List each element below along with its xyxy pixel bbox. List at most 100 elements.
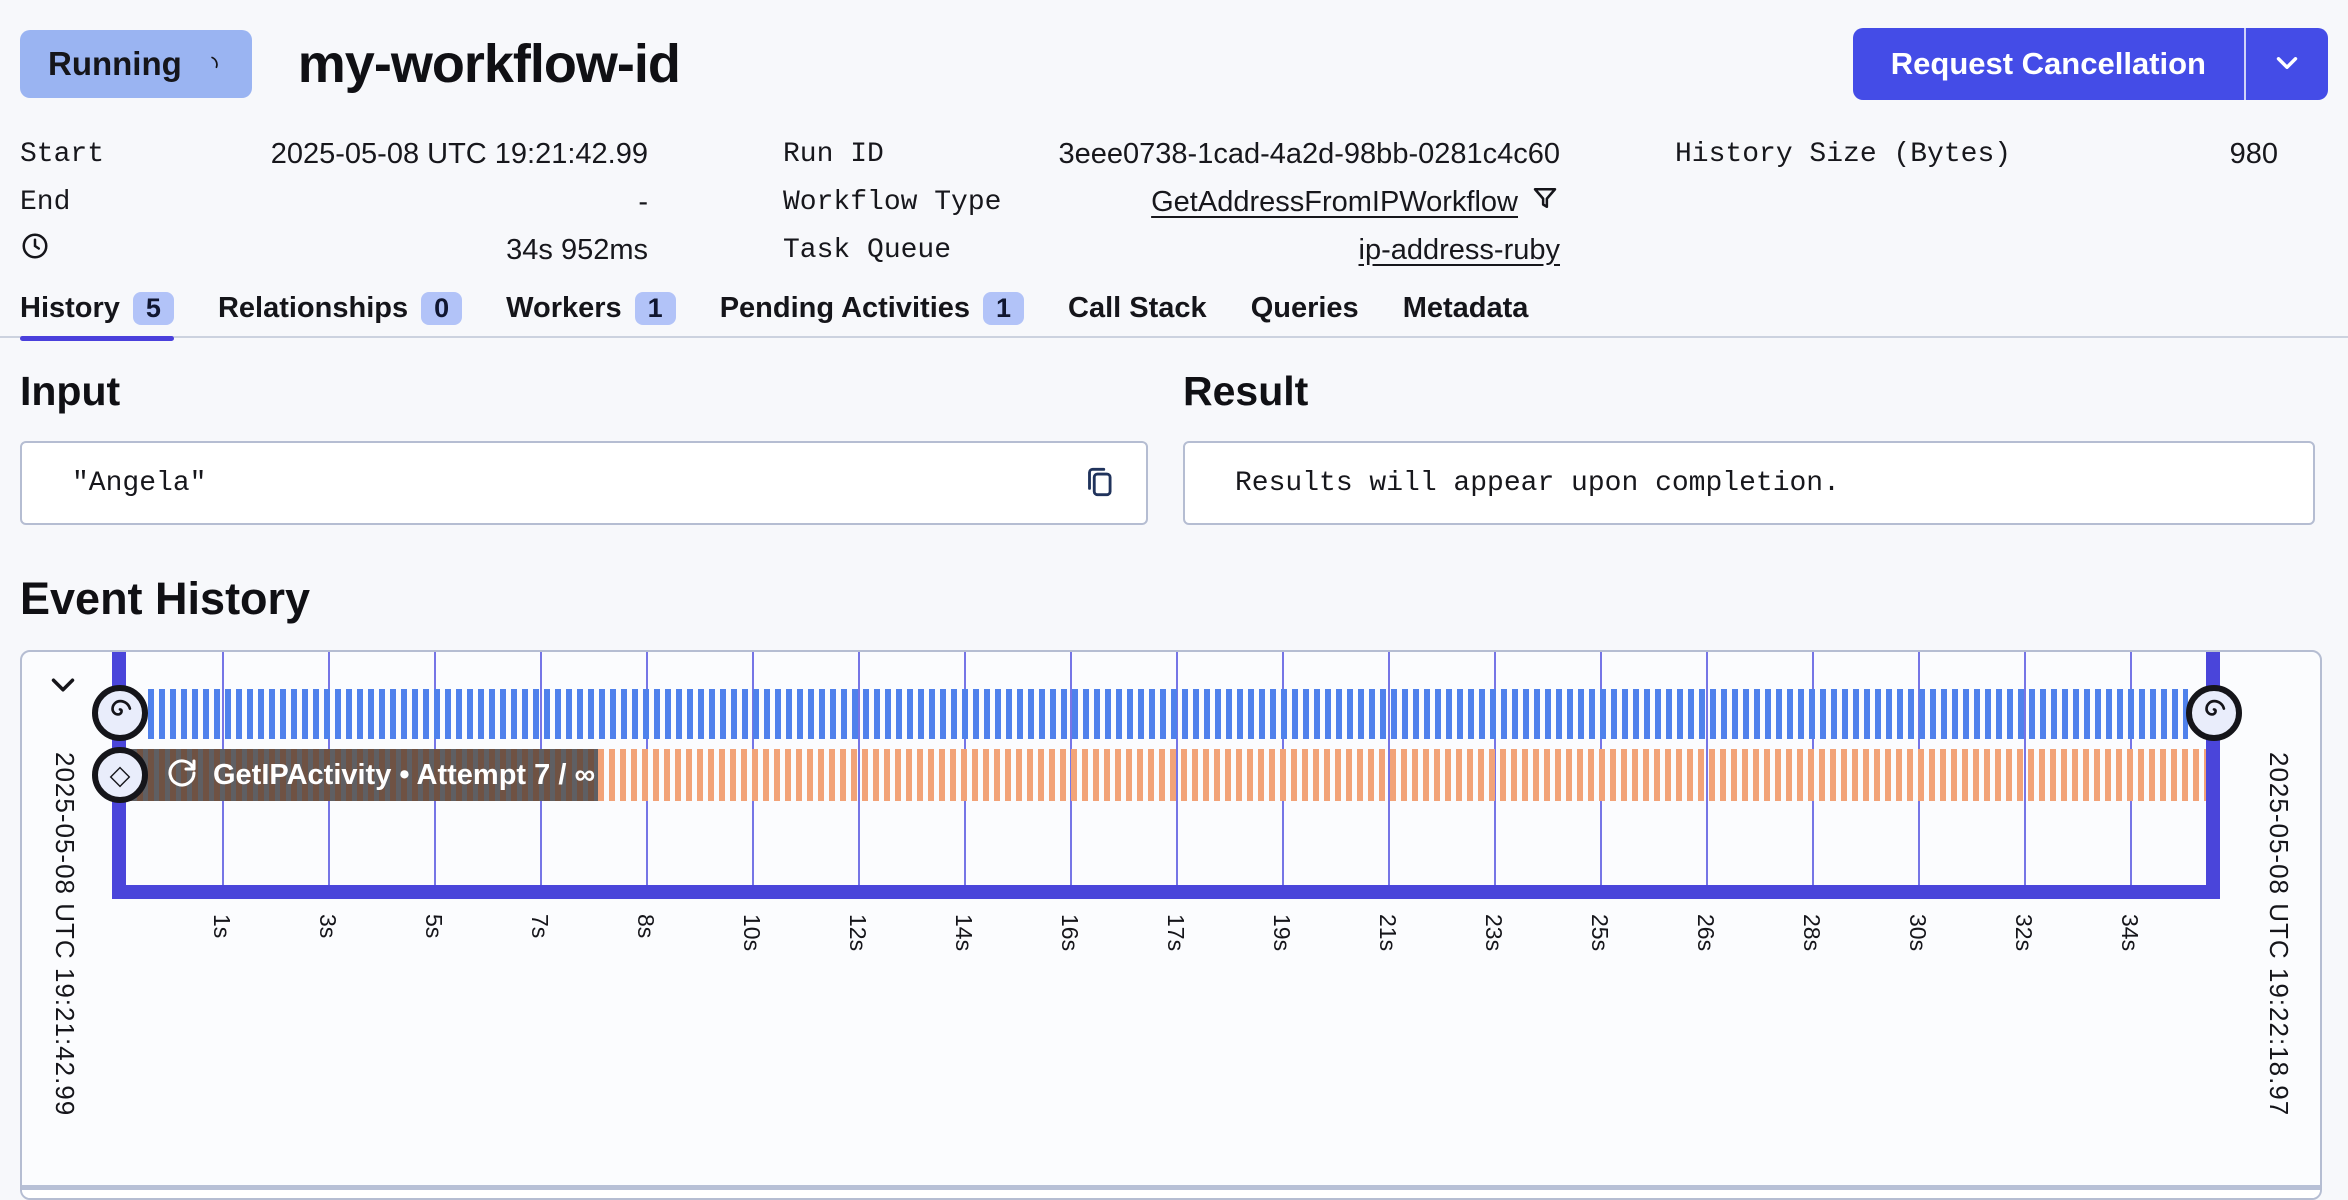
start-row: Start 2025-05-08 UTC 19:21:42.99 [20,130,648,178]
result-box: Results will appear upon completion. [1183,441,2315,525]
timeline-tick-label: 3s [315,914,341,939]
task-queue-link[interactable]: ip-address-ruby [1358,233,1560,266]
header: Running my-workflow-id Request Cancellat… [0,28,2348,100]
input-section: Input "Angela" [20,368,1148,525]
timeline-end-timestamp: 2025-05-08 UTC 19:22:18.97 [2264,752,2294,1117]
timeline-tick-label: 7s [527,914,553,939]
timeline-start-timestamp: 2025-05-08 UTC 19:21:42.99 [50,752,80,1117]
duration-row: 34s 952ms [20,226,648,274]
activity-marker[interactable]: ◇ [92,747,148,803]
timeline-baseline-bar [112,885,2220,899]
result-title: Result [1183,368,1309,414]
timeline-canvas: GetIPActivity • Attempt 7 / ∞ [22,652,2320,1198]
tab-history[interactable]: History 5 [20,292,174,341]
history-size-label: History Size (Bytes) [1675,138,2012,170]
timeline-tick-label: 10s [739,914,765,952]
request-cancellation-button[interactable]: Request Cancellation [1852,28,2244,100]
timeline-tick-label: 14s [951,914,977,952]
tab-count-badge: 5 [132,292,174,325]
tab-pending-activities[interactable]: Pending Activities 1 [719,292,1025,338]
timeline-tick-label: 17s [1163,914,1189,952]
start-label: Start [20,138,105,170]
tab-count-badge: 0 [421,292,463,325]
tab-label: Queries [1250,292,1359,324]
tab-queries[interactable]: Queries [1251,292,1359,338]
timeline-tick-label: 1s [209,914,235,939]
tab-call-stack[interactable]: Call Stack [1068,292,1207,338]
clock-icon [20,231,50,270]
workflow-end-marker[interactable] [2186,685,2242,741]
workflow-type-label: Workflow Type [783,186,1002,218]
task-queue-label: Task Queue [783,234,952,266]
workflow-start-marker[interactable] [92,685,148,741]
workflow-execution-bar[interactable] [148,689,2188,739]
tab-workers[interactable]: Workers 1 [506,292,676,338]
event-table-stub [22,1190,2320,1198]
timeline-tick-label: 21s [1375,914,1401,952]
copy-input-button[interactable] [1080,463,1118,504]
workflow-type-link[interactable]: GetAddressFromIPWorkflow [1151,185,1518,218]
activity-label-segment: GetIPActivity • Attempt 7 / ∞ [126,749,598,801]
timeline-tick-label: 19s [1269,914,1295,952]
page-title: my-workflow-id [297,34,681,94]
status-label: Running [48,45,182,82]
result-section: Result Results will appear upon completi… [1183,368,2315,525]
filter-funnel-icon[interactable] [1530,183,1560,221]
end-label: End [20,186,71,218]
spiral-icon [104,695,136,732]
timeline-tick-label: 12s [845,914,871,952]
run-id-value: 3eee0738-1cad-4a2d-98bb-0281c4c60 [1058,137,1560,170]
activity-pending-segment [598,749,2206,801]
end-row: End - [20,178,648,226]
timeline-tick-label: 32s [2011,914,2037,952]
activity-bar[interactable]: GetIPActivity • Attempt 7 / ∞ [126,749,2206,801]
tab-label: Relationships [217,292,409,324]
copy-icon [1080,463,1118,504]
timeline-tick-label: 8s [633,914,659,939]
timeline-tick-label: 26s [1693,914,1719,952]
duration-value: 34s 952ms [506,233,648,266]
tab-label: Workers [506,292,622,324]
run-id-row: Run ID 3eee0738-1cad-4a2d-98bb-0281c4c60 [783,130,1560,178]
workflow-summary: Start 2025-05-08 UTC 19:21:42.99 End - 3… [0,130,2348,280]
workflow-type-row: Workflow Type GetAddressFromIPWorkflow [783,178,1560,226]
workflow-actions-menu-button[interactable] [2244,28,2328,100]
timeline-table-divider [22,1185,2320,1190]
start-value: 2025-05-08 UTC 19:21:42.99 [270,137,648,170]
tab-relationships[interactable]: Relationships 0 [217,292,463,338]
input-value: "Angela" [72,467,207,499]
tab-label: Pending Activities [719,292,971,324]
event-history-title: Event History [20,573,311,624]
running-spinner-icon [198,51,224,77]
timeline-tick-label: 5s [421,914,447,939]
timeline-tick-label: 23s [1481,914,1507,952]
chevron-down-icon [2270,46,2304,83]
input-title: Input [20,368,121,414]
timeline-tick-label: 28s [1799,914,1825,952]
run-id-label: Run ID [783,138,884,170]
workflow-actions: Request Cancellation [1852,28,2328,100]
chevron-down-icon [44,678,82,707]
diamond-icon: ◇ [109,759,131,791]
timeline-tick-label: 25s [1587,914,1613,952]
tab-bar: History 5 Relationships 0 Workers 1 Pending Ac… [0,292,2348,341]
end-value: - [638,185,648,218]
tab-label: History [20,292,120,324]
timeline-collapse-button[interactable] [44,666,82,707]
history-size-row: History Size (Bytes) 980 [1675,130,2278,178]
tab-count-badge: 1 [983,292,1025,325]
event-history-timeline: GetIPActivity • Attempt 7 / ∞ [20,650,2322,1200]
timeline-tick-label: 16s [1057,914,1083,952]
history-size-value: 980 [2229,137,2278,170]
retry-icon [166,757,198,794]
timeline-tick-label: 34s [2117,914,2143,952]
tab-count-badge: 1 [634,292,676,325]
timeline-tick-label: 30s [1905,914,1931,952]
tab-metadata[interactable]: Metadata [1403,292,1529,338]
spiral-icon [2198,695,2230,732]
task-queue-row: Task Queue ip-address-ruby [783,226,1560,274]
status-badge[interactable]: Running [20,30,252,98]
input-box: "Angela" [20,441,1148,525]
activity-label: GetIPActivity • Attempt 7 / ∞ [213,758,596,791]
